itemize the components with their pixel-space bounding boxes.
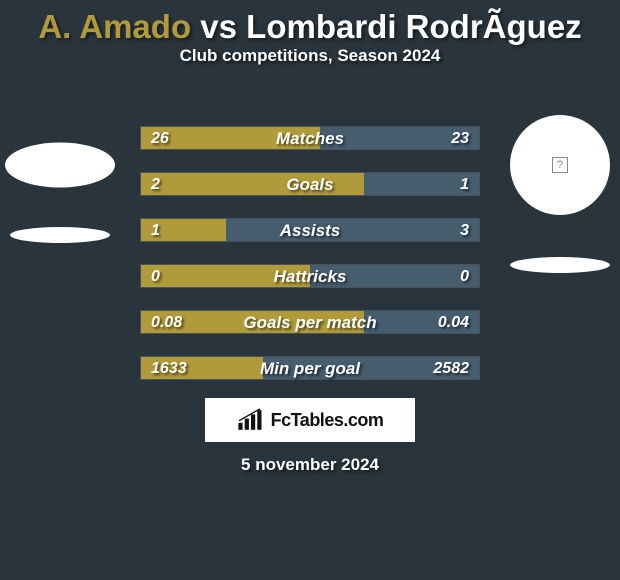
player2-club-badge: [510, 257, 610, 273]
stat-row: Assists1 3: [140, 218, 480, 242]
stat-row: Matches26 23: [140, 126, 480, 150]
stat-label: Matches: [141, 127, 479, 149]
stat-value-right: 1: [450, 173, 479, 195]
stat-value-right: 23: [441, 127, 479, 149]
stat-label: Hattricks: [141, 265, 479, 287]
logo-text: FcTables.com: [271, 410, 384, 431]
stat-label: Assists: [141, 219, 479, 241]
stat-row: Goals2 1: [140, 172, 480, 196]
bar-chart-icon: [237, 408, 265, 432]
player2-name: Lombardi RodrÃ­guez: [246, 8, 582, 45]
player1-avatar: [5, 143, 115, 188]
player1-club-badge: [10, 227, 110, 243]
stat-value-left: 26: [141, 127, 179, 149]
stat-value-left: 2: [141, 173, 170, 195]
stat-value-left: 1: [141, 219, 170, 241]
comparison-title: A. Amado vs Lombardi RodrÃ­guez: [0, 0, 620, 46]
player2-avatar: ?: [510, 115, 610, 215]
broken-image-icon: ?: [552, 157, 568, 173]
subtitle: Club competitions, Season 2024: [0, 46, 620, 66]
stat-value-left: 0: [141, 265, 170, 287]
player1-name: A. Amado: [38, 8, 191, 45]
stat-row: Min per goal16332582: [140, 356, 480, 380]
fctables-logo: FcTables.com: [205, 398, 415, 442]
stat-row: Hattricks0 0: [140, 264, 480, 288]
player2-avatar-column: ?: [500, 115, 620, 285]
player1-avatar-column: [0, 115, 120, 255]
stat-value-left: 0.08: [141, 311, 192, 333]
stat-value-left: 1633: [141, 357, 197, 379]
stat-value-right: 3: [450, 219, 479, 241]
stat-value-right: 0.04: [428, 311, 479, 333]
vs-text: vs: [200, 8, 237, 45]
stat-value-right: 2582: [423, 357, 479, 379]
date-line: 5 november 2024: [0, 455, 620, 475]
stat-label: Goals: [141, 173, 479, 195]
stat-row: Goals per match0.080.04: [140, 310, 480, 334]
stats-bars: Matches2623Goals21Assists13Hattricks00Go…: [140, 126, 480, 402]
stat-value-right: 0: [450, 265, 479, 287]
